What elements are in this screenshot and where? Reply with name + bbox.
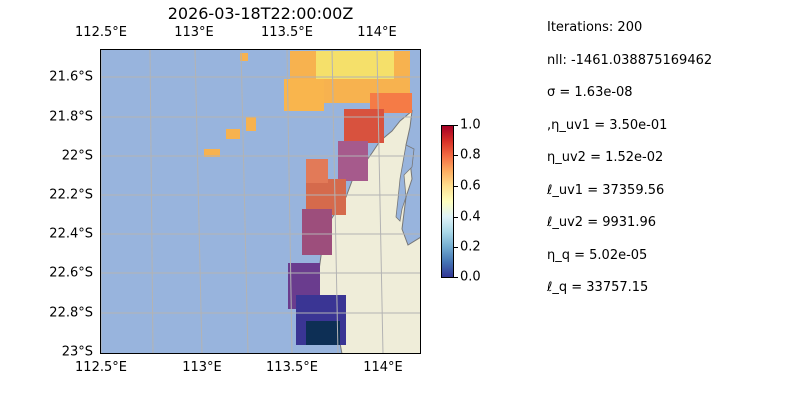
colorbar-tick-label: 0.2 [460, 239, 481, 255]
lat-tick: 22.6°S [49, 265, 93, 281]
lon-tick-top: 113.5°E [261, 25, 313, 40]
lat-tick: 21.6°S [49, 69, 93, 85]
lon-tick-bottom: 112.5°E [75, 360, 127, 375]
field-cells [204, 51, 412, 345]
param-eta-uv1: ,η_uv1 = 3.50e-01 [547, 117, 668, 133]
lon-tick-bottom: 114°E [363, 360, 403, 375]
map-border [100, 49, 421, 354]
colorbar [441, 125, 454, 278]
inlet [395, 144, 415, 222]
colorbar-tick-mark [454, 217, 458, 218]
lat-tick: 22.8°S [49, 305, 93, 321]
colorbar-tick-mark [454, 247, 458, 248]
param-sigma: σ = 1.63e-08 [547, 85, 633, 100]
param-ell-uv1: ℓ_uv1 = 37359.56 [547, 182, 665, 198]
meridian [376, 49, 384, 354]
graticule [100, 49, 421, 354]
lat-tick: 22.4°S [49, 226, 93, 242]
field-cell [284, 79, 324, 111]
lon-tick-bottom: 113.5°E [266, 360, 318, 375]
map-title: 2026-03-18T22:00:00Z [167, 4, 354, 23]
meridian [286, 49, 293, 354]
param-nll: nll: -1461.038875169462 [547, 52, 713, 68]
field-cell [226, 129, 240, 139]
param-ell-uv2: ℓ_uv2 = 9931.96 [547, 215, 656, 230]
field-cell [306, 321, 340, 345]
colorbar-tick-label: 0.0 [460, 269, 481, 285]
lon-tick-bottom: 113°E [182, 360, 222, 375]
field-cell [204, 149, 220, 157]
field-cell [370, 93, 412, 113]
lat-tick: 22.2°S [49, 187, 93, 203]
field-cell [246, 117, 256, 131]
param-iterations: Iterations: 200 [547, 20, 643, 35]
field-cell [302, 209, 332, 255]
colorbar-tick-label: 0.8 [460, 147, 481, 163]
lat-tick: 21.8°S [49, 109, 93, 125]
field-cell [240, 53, 248, 61]
lon-tick-top: 113°E [174, 25, 214, 40]
colorbar-tick-mark [454, 186, 458, 187]
meridian [194, 49, 203, 354]
lon-tick-top: 112.5°E [75, 25, 127, 40]
field-cell [344, 109, 384, 143]
colorbar-tick-label: 1.0 [460, 117, 481, 133]
colorbar-tick-mark [454, 277, 458, 278]
field-cell [316, 51, 394, 79]
colorbar-tick-label: 0.4 [460, 209, 481, 225]
lon-tick-top: 114°E [357, 25, 397, 40]
meridian [331, 49, 339, 354]
param-ell-q: ℓ_q = 33757.15 [547, 280, 649, 295]
param-panel: Iterations: 200 nll: -1461.038875169462 … [547, 18, 712, 311]
lat-tick: 23°S [61, 344, 93, 360]
meridian [240, 49, 249, 354]
lat-tick: 22°S [61, 148, 93, 164]
field-cell [338, 141, 368, 181]
param-eta-q: η_q = 5.02e-05 [547, 247, 648, 263]
field-cell [306, 159, 328, 183]
colorbar-tick-mark [454, 125, 458, 126]
meridian [149, 49, 154, 354]
map-panel [100, 49, 421, 354]
param-eta-uv2: η_uv2 = 1.52e-02 [547, 150, 664, 165]
colorbar-tick-label: 0.6 [460, 178, 481, 194]
colorbar-tick-mark [454, 155, 458, 156]
